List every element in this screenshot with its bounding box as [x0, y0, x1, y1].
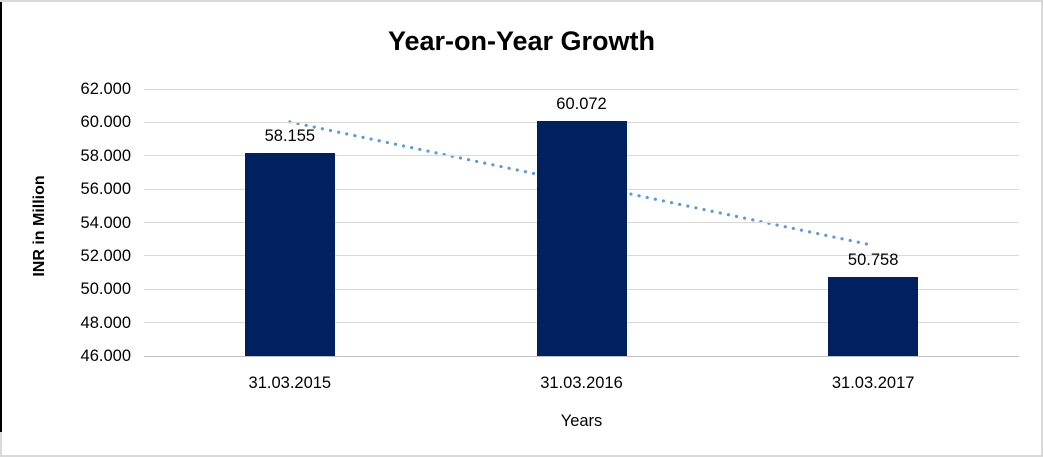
- y-tick-label: 54.000: [80, 213, 131, 232]
- bar-31.03.2015[interactable]: [244, 153, 335, 356]
- chart-title: Year-on-Year Growth: [387, 26, 656, 56]
- frame-top-border-black: [0, 0, 988, 2]
- bar-value-label: 60.072: [556, 95, 607, 114]
- y-tick-label: 46.000: [80, 347, 131, 365]
- bar-31.03.2016[interactable]: [536, 121, 627, 356]
- y-tick-label: 52.000: [80, 246, 131, 265]
- y-tick-label: 56.000: [80, 180, 131, 199]
- y-tick-label: 48.000: [80, 313, 131, 332]
- x-axis-title: Years: [560, 412, 603, 430]
- bar-value-label: 50.758: [847, 250, 899, 269]
- y-axis-title: INR in Million: [31, 175, 48, 277]
- y-tick-label: 50.000: [80, 280, 131, 299]
- y-tick-label: 60.000: [80, 113, 131, 132]
- y-tick-label: 58.000: [80, 146, 131, 165]
- frame-left-border-black: [0, 2, 2, 432]
- gridline: [144, 88, 1019, 90]
- x-axis-line: [144, 355, 1019, 357]
- x-tick-label: 31.03.2016: [540, 374, 623, 392]
- bar-value-label: 58.155: [264, 127, 316, 146]
- bar-31.03.2017[interactable]: [828, 276, 919, 356]
- x-tick-label: 31.03.2015: [248, 374, 332, 392]
- x-tick-label: 31.03.2017: [831, 374, 915, 392]
- y-tick-label: 62.000: [80, 80, 131, 98]
